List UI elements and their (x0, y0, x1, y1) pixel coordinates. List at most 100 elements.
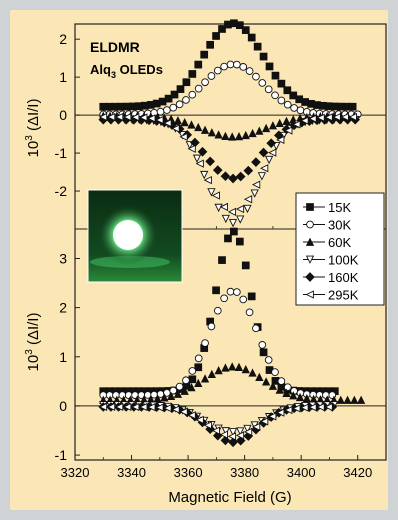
data-point-60K (194, 378, 203, 388)
data-point-295K (163, 118, 172, 128)
data-point-60K (261, 377, 271, 386)
figure-panel: 2 1 0 -1 -2 3 2 1 0 -1 3320 3340 3360 3380 3400 3420 EL… (10, 10, 388, 510)
data-point-60K (228, 362, 237, 371)
data-point-60K (275, 118, 284, 128)
data-point-30K (252, 72, 260, 81)
data-point-30K (182, 96, 190, 104)
data-point-30K (220, 62, 228, 71)
legend-entry-60K: 60K (303, 235, 351, 250)
data-point-295K (243, 427, 253, 437)
data-point-60K (261, 123, 271, 133)
data-point-295K (131, 402, 140, 412)
data-point-60K (268, 121, 278, 130)
data-point-30K (233, 60, 241, 69)
data-point-30K (182, 376, 190, 385)
data-point-60K (241, 364, 250, 374)
legend-items: 15K 30K 60K 100K 160K 295K (303, 200, 359, 303)
data-point-30K (245, 67, 254, 75)
data-point-295K (284, 126, 293, 135)
data-point-15K (224, 234, 232, 243)
data-point-15K (212, 32, 220, 40)
legend-marker (305, 290, 314, 299)
data-point-60K (248, 368, 257, 377)
y-axis-label-top: 103 (ΔI/I) (24, 99, 42, 158)
data-point-100K (236, 427, 245, 436)
data-point-15K (188, 70, 197, 78)
data-point-295K (187, 411, 196, 420)
annotation-alq: Alq (90, 62, 111, 77)
data-point-295K (276, 135, 285, 145)
data-point-30K (258, 341, 267, 349)
ticks-layer: 2 1 0 -1 -2 3 2 1 0 -1 3320 3340 3360 3380 3400 3420 (55, 31, 387, 480)
data-point-295K (171, 124, 180, 133)
data-point-295K (284, 405, 293, 415)
data-point-30K (277, 377, 286, 385)
data-point-30K (233, 288, 241, 296)
y-tick-label-top: -2 (55, 183, 68, 199)
data-point-100K (214, 203, 223, 213)
legend-marker (306, 220, 314, 229)
data-point-15K (271, 71, 280, 80)
data-point-60K (207, 369, 216, 379)
data-point-295K (251, 180, 261, 189)
data-point-30K (239, 295, 248, 304)
series-top-160K (98, 114, 361, 184)
data-point-295K (139, 113, 148, 122)
data-point-295K (340, 112, 349, 122)
data-point-30K (245, 308, 254, 317)
data-point-15K (283, 86, 292, 95)
data-point-295K (251, 422, 261, 431)
data-point-60K (173, 116, 183, 125)
data-point-295K (106, 112, 116, 122)
legend-entry-100K: 100K (303, 253, 359, 268)
data-point-15K (182, 78, 191, 87)
data-point-30K (226, 60, 235, 69)
data-point-15K (164, 94, 173, 103)
data-point-295K (147, 403, 156, 412)
data-point-30K (194, 84, 203, 93)
data-point-160K (212, 165, 223, 175)
data-point-295K (300, 116, 309, 125)
data-point-15K (241, 26, 250, 34)
legend-label: 15K (328, 200, 351, 215)
data-point-295K (227, 432, 237, 441)
data-point-295K (155, 115, 164, 125)
legend-label: 160K (328, 270, 359, 285)
data-point-30K (271, 91, 279, 100)
legend-box (295, 192, 385, 306)
data-point-295K (348, 112, 357, 122)
data-point-160K (228, 173, 238, 184)
data-point-30K (118, 391, 127, 399)
ylabel-top-sup: 3 (24, 135, 35, 141)
data-point-30K (290, 104, 298, 112)
ylabel-top-suffix: (ΔI/I) (25, 99, 42, 136)
data-point-100K (243, 204, 252, 214)
data-point-30K (188, 367, 197, 375)
data-point-30K (207, 322, 216, 331)
data-point-60K (194, 122, 203, 132)
y-tick-label-top: -1 (55, 145, 68, 161)
data-point-295K (219, 430, 228, 439)
data-point-60K (241, 130, 250, 140)
data-point-295K (292, 404, 301, 413)
x-tick-label: 3360 (174, 465, 203, 480)
data-point-60K (255, 372, 264, 381)
data-point-15K (176, 85, 185, 93)
data-point-295K (203, 421, 212, 430)
data-point-60K (160, 393, 169, 402)
data-point-60K (221, 363, 230, 372)
data-point-60K (221, 131, 230, 140)
data-point-30K (213, 306, 222, 315)
y-tick-label-top: 2 (59, 31, 67, 47)
series-bottom-15K (99, 227, 339, 396)
data-point-30K (258, 79, 267, 87)
data-point-30K (264, 85, 273, 94)
data-point-60K (207, 128, 216, 137)
data-point-160K (220, 171, 231, 182)
data-point-60K (282, 388, 291, 397)
series-top-295K (98, 112, 357, 216)
data-point-295K (235, 204, 245, 214)
data-point-295K (179, 132, 188, 142)
data-point-15K (277, 79, 286, 88)
data-point-295K (211, 426, 220, 435)
